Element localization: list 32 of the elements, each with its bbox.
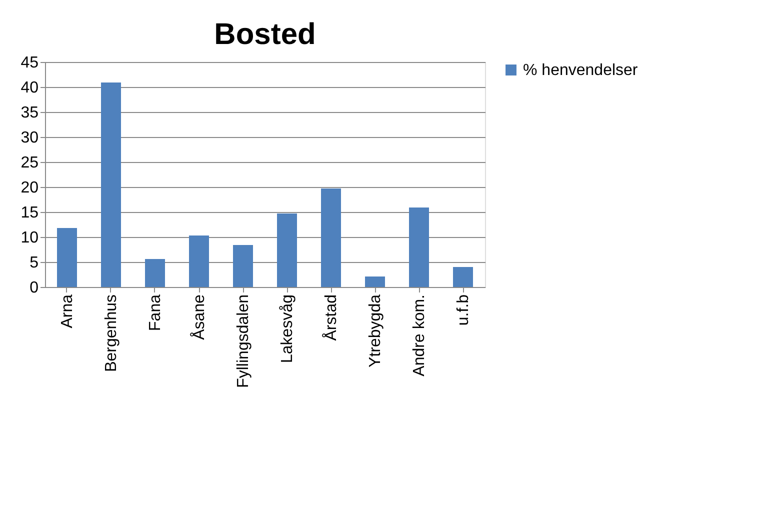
x-tick-label: Fana: [147, 294, 164, 331]
legend-label: % henvendelser: [523, 62, 638, 79]
x-tick-label: Fyllingsdalen: [235, 294, 252, 388]
y-tick-label: 35: [20, 104, 39, 122]
y-tick-label: 5: [30, 254, 39, 272]
bar: [321, 188, 341, 287]
x-tick-label: u.f.b: [455, 294, 472, 326]
bar: [101, 82, 121, 287]
y-tick-label: 0: [30, 280, 39, 296]
y-tick-label: 20: [20, 180, 39, 196]
bar: [233, 245, 253, 287]
x-tick-label: Arna: [59, 294, 76, 328]
y-tick-label: 30: [20, 130, 39, 146]
y-tick-label: 40: [20, 80, 39, 96]
x-tick-label: Lakesvåg: [279, 294, 296, 363]
bar: [277, 214, 297, 287]
bar: [453, 267, 473, 287]
chart-title: Bosted: [214, 18, 316, 51]
y-tick-label: 45: [20, 54, 39, 72]
x-tick-label: Andre kom.: [411, 294, 428, 376]
bar: [189, 236, 209, 287]
bar: [409, 208, 429, 287]
bar: [57, 228, 77, 287]
bar: [145, 259, 165, 287]
y-tick-label: 10: [20, 230, 39, 246]
y-tick-label: 25: [20, 154, 39, 172]
x-tick-label: Åsane: [190, 294, 208, 340]
x-tick-label: Bergenhus: [103, 294, 120, 372]
x-tick-label: Årstad: [322, 294, 340, 341]
y-tick-label: 15: [20, 204, 39, 222]
x-tick-label: Ytrebygda: [367, 294, 384, 368]
bar: [365, 276, 385, 287]
